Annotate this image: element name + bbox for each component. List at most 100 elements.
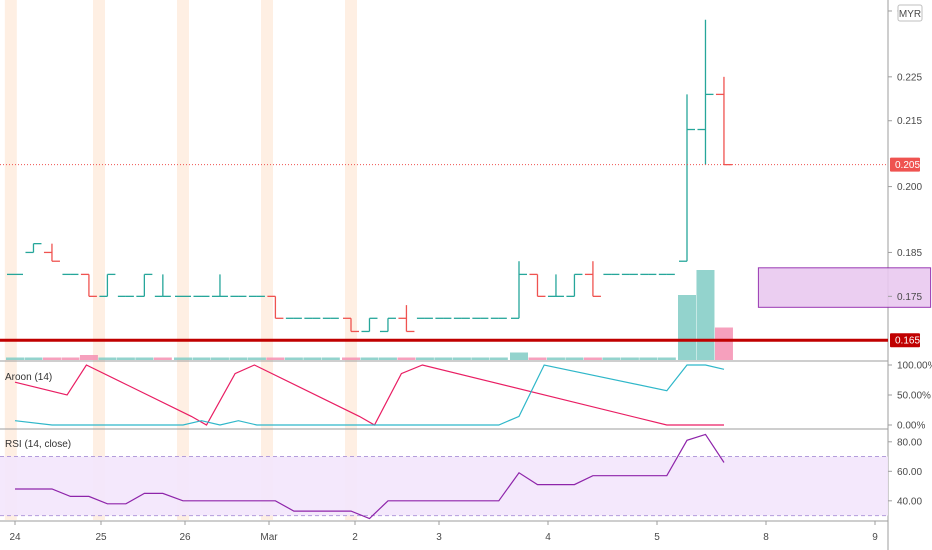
volume-bar [602, 357, 621, 360]
time-tick-label: 26 [179, 532, 191, 543]
volume-bar [510, 352, 528, 360]
rsi-line [15, 433, 725, 520]
volume-bar [360, 357, 379, 360]
session-band [4, 0, 17, 520]
ohlc-bar [154, 274, 171, 297]
currency-label: MYR [899, 9, 921, 20]
ohlc-bar [566, 273, 583, 297]
session-bands [4, 0, 357, 520]
session-band [345, 0, 357, 520]
volume-bars [6, 270, 733, 360]
last-price-tag [890, 157, 920, 172]
volume-bar [174, 357, 192, 360]
volume-bar [303, 357, 322, 360]
time-tick-label: 5 [654, 532, 660, 543]
volume-bar [342, 357, 360, 360]
volume-bar [620, 357, 639, 360]
ohlc-bar [679, 94, 695, 262]
rsi-pane: 80.00 60.00 40.00 [0, 433, 922, 520]
session-band [261, 0, 273, 520]
aroon-down-line [14, 364, 724, 426]
ohlc-bar [361, 317, 378, 333]
volume-bar [284, 357, 303, 360]
volume-bar [266, 357, 285, 360]
aroon-tick-label: 50.00% [897, 391, 931, 402]
volume-bar [378, 357, 397, 360]
volume-bar [528, 357, 547, 360]
support-tag-label: 0.165 [895, 336, 920, 347]
volume-bar [79, 355, 98, 360]
volume-bar [546, 357, 565, 360]
volume-bar [247, 357, 266, 360]
ohlc-bar [547, 274, 564, 297]
time-tick-label: 25 [95, 532, 107, 543]
price-overlays [0, 164, 932, 342]
volume-bar [452, 357, 471, 360]
aroon-up-line [14, 364, 725, 426]
volume-bar [639, 357, 658, 360]
rsi-tick-label: 40.00 [897, 496, 922, 507]
price-tick-label: 0.200 [897, 182, 922, 193]
volume-bar [153, 357, 172, 360]
support-tag [890, 333, 920, 348]
rsi-band [0, 456, 888, 516]
price-tick-label: 0.175 [897, 292, 922, 303]
ohlc-bar [697, 19, 714, 165]
ohlc-bar [25, 243, 42, 254]
volume-bar [321, 357, 340, 360]
volume-bar [229, 357, 248, 360]
volume-bar [696, 270, 715, 360]
volume-bar [116, 357, 135, 360]
volume-bar [6, 357, 24, 360]
time-tick-label: 9 [872, 532, 878, 543]
volume-bar [471, 357, 490, 360]
volume-bar [714, 327, 733, 360]
time-tick-label: 24 [9, 532, 21, 543]
time-tick-label: 3 [436, 532, 442, 543]
ohlc-bar [584, 261, 601, 297]
aroon-title: Aroon (14) [5, 372, 52, 383]
time-tick-label: Mar [260, 532, 278, 543]
volume-bar [192, 357, 211, 360]
ohlc-bar [715, 76, 732, 166]
aroon-pane: 100.00% 50.00% 0.00% [14, 361, 932, 432]
ohlc-bar [529, 273, 546, 297]
volume-bar [583, 357, 602, 360]
ohlc-bar [379, 317, 396, 333]
ohlc-bar [136, 273, 153, 297]
rsi-title: RSI (14, close) [5, 439, 71, 450]
ohlc-bar [80, 273, 97, 297]
ohlc-bars [7, 19, 732, 333]
time-tick-label: 4 [545, 532, 551, 543]
volume-bar [657, 357, 676, 360]
ohlc-bar [43, 243, 60, 262]
last-price-tag-label: 0.205 [895, 160, 920, 171]
volume-bar [397, 357, 416, 360]
ohlc-bar [343, 317, 359, 333]
volume-bar [565, 357, 584, 360]
rsi-tick-label: 80.00 [897, 437, 922, 448]
ohlc-bar [267, 295, 284, 319]
volume-bar [415, 357, 434, 360]
session-band [177, 0, 189, 520]
ohlc-bar [99, 273, 116, 297]
price-tick-label: 0.225 [897, 72, 922, 83]
time-tick-label: 8 [763, 532, 769, 543]
ohlc-bar [398, 305, 415, 333]
rsi-tick-label: 60.00 [897, 467, 922, 478]
ohlc-bar [511, 261, 527, 319]
volume-bar [61, 357, 80, 360]
aroon-tick-label: 0.00% [897, 421, 925, 432]
time-tick-label: 2 [352, 532, 358, 543]
volume-bar [98, 357, 117, 360]
rectangle-drawing[interactable] [757, 267, 932, 308]
currency-label-box[interactable] [897, 4, 923, 22]
aroon-tick-label: 100.00% [897, 361, 932, 372]
volume-bar [42, 357, 61, 360]
price-tick-label: 0.185 [897, 248, 922, 259]
volume-bar [135, 357, 154, 360]
volume-bar [210, 357, 229, 360]
ohlc-bar [211, 274, 228, 297]
volume-bar [489, 357, 508, 360]
